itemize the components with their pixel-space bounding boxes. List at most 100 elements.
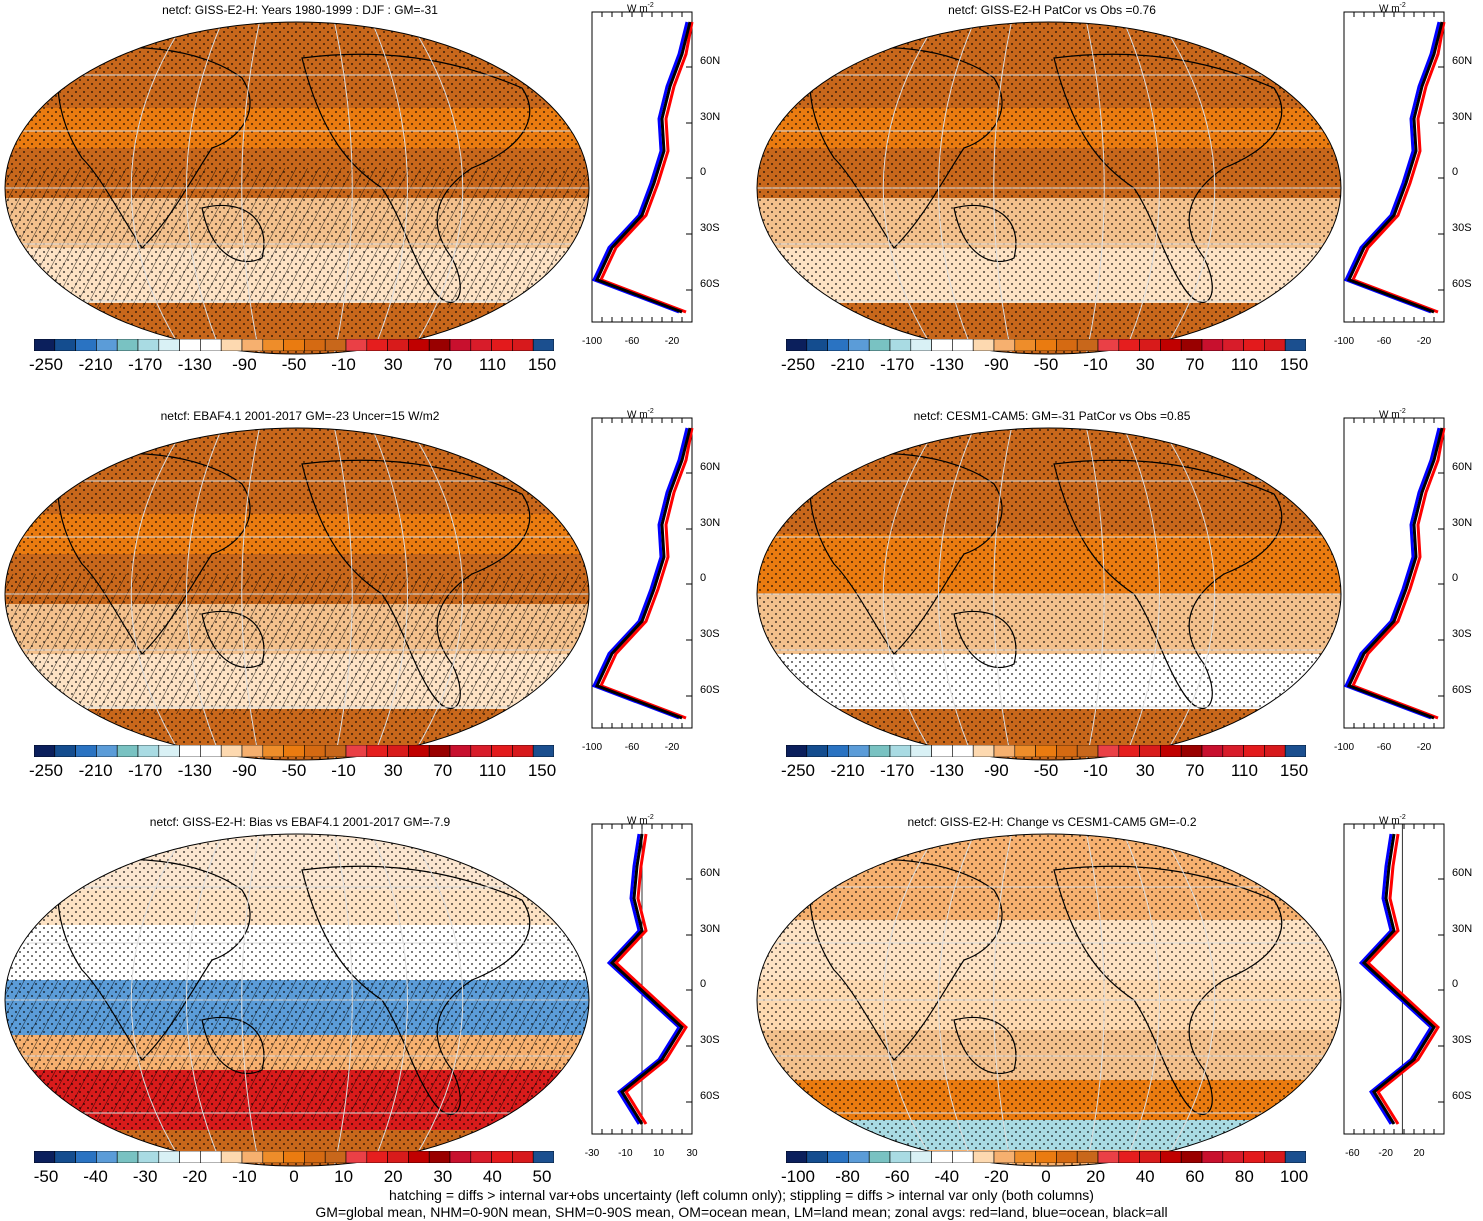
graticule-lon [882, 834, 937, 1166]
graticule-lon [409, 834, 464, 1166]
colorbar-swatch [848, 745, 870, 757]
colorbar-swatch [220, 1151, 243, 1163]
colorbar-swatch [512, 1151, 534, 1163]
zonal-line-all [594, 427, 692, 720]
map-border [4, 833, 590, 1167]
colorbar-swatch [408, 745, 430, 757]
graticule-lon [186, 428, 223, 760]
footnote-line1: hatching = diffs > internal var+obs unce… [389, 1187, 1094, 1203]
colorbar-label: 70 [1185, 355, 1205, 374]
colorbar-swatch [324, 339, 347, 351]
colorbar-swatch [116, 1151, 139, 1163]
zonal-x-label: 30 [686, 1148, 698, 1159]
colorbar-swatch [408, 1151, 430, 1163]
zonal-mean-plot [1343, 823, 1445, 1135]
colorbar-label: 110 [1230, 761, 1258, 780]
graticule-lon [1086, 22, 1105, 354]
colorbar-label: 110 [478, 761, 506, 780]
map-border [756, 21, 1342, 355]
zonal-x-label: -10 [618, 1148, 633, 1159]
colorbar-swatch [449, 1151, 472, 1163]
graticule-lon [1123, 834, 1160, 1166]
colorbar-swatch [137, 1151, 160, 1163]
colorbar-swatch [428, 1151, 451, 1163]
zonal-lat-label: 30N [700, 517, 721, 529]
colorbar [786, 745, 1306, 757]
colorbar-swatch [96, 339, 118, 351]
hatching-overlay [5, 980, 589, 1120]
colorbar-swatch [532, 339, 554, 351]
zonal-mean-plot [591, 417, 694, 729]
zonal-lat-label: 0 [1452, 978, 1459, 990]
colorbar-label: -90 [232, 355, 257, 374]
colorbar-swatch [1035, 339, 1057, 351]
footnote-line2: GM=global mean, NHM=0-90N mean, SHM=0-90… [315, 1204, 1168, 1220]
graticule-lon [1123, 428, 1160, 760]
graticule-lon [186, 834, 223, 1166]
zonal-x-label: -20 [664, 742, 680, 753]
zonal-line-land [613, 833, 688, 1125]
colorbar-swatch [868, 1151, 891, 1163]
colorbar-label: -40 [83, 1167, 108, 1186]
colorbar-swatch [931, 1151, 953, 1163]
colorbar-swatch [491, 339, 513, 351]
zonal-lat-label: 60S [1452, 684, 1472, 696]
colorbar-swatch [449, 745, 472, 757]
panel-p2: netcf: GISS-E2-H PatCor vs Obs =0.76 -250… [752, 0, 1483, 400]
colorbar-swatch [75, 1151, 97, 1163]
colorbar-swatch [1180, 339, 1203, 351]
colorbar-label: -90 [984, 761, 1009, 780]
graticule-lon [409, 428, 464, 760]
colorbar-swatch [1035, 1151, 1057, 1163]
colorbar-swatch [1264, 1151, 1286, 1163]
zonal-lat-label: 60N [700, 461, 721, 473]
units-label: W m-2 [1379, 2, 1406, 15]
zonal-line-ocean [1343, 21, 1441, 314]
colorbar-swatch [1264, 745, 1286, 757]
colorbar-label: -250 [780, 355, 816, 374]
zonal-lat-label: 60N [1452, 867, 1473, 879]
graticule-lon [371, 834, 408, 1166]
zonal-lat-label: 30N [1452, 923, 1473, 935]
zonal-lat-label: 30S [1452, 1034, 1472, 1046]
colorbar-swatch [1180, 745, 1203, 757]
map [756, 21, 1342, 355]
colorbar-label: 10 [334, 1167, 354, 1186]
colorbar-label: 40 [1135, 1167, 1155, 1186]
colorbar-label: -130 [929, 355, 964, 374]
colorbar-swatch [910, 1151, 932, 1163]
colorbar-swatch [1160, 1151, 1182, 1163]
colorbar-swatch [137, 339, 160, 351]
colorbar-swatch [470, 339, 492, 351]
graticule-lon [882, 22, 937, 354]
zonal-lat-label: 30N [700, 923, 721, 935]
colorbar-swatch [1160, 339, 1182, 351]
zonal-x-label: -20 [1416, 336, 1432, 347]
colorbar-swatch [1201, 339, 1224, 351]
colorbar-label: 150 [1279, 761, 1309, 780]
colorbar-swatch [889, 745, 912, 757]
colorbar-swatch [993, 745, 1016, 757]
colorbar-label: -10 [331, 761, 356, 780]
colorbar [786, 339, 1306, 351]
colorbar-swatch [428, 339, 451, 351]
colorbar-label: -50 [281, 355, 307, 374]
zonal-mean-plot [1343, 417, 1446, 729]
colorbar-swatch [532, 745, 554, 757]
colorbar-swatch [304, 339, 326, 351]
zonal-line-all [1346, 427, 1444, 720]
colorbar-label: 30 [383, 761, 403, 780]
colorbar-swatch [366, 745, 388, 757]
colorbar-swatch [449, 339, 472, 351]
graticule-lon [241, 428, 260, 760]
colorbar-swatch [827, 339, 849, 351]
panel-p3: netcf: EBAF4.1 2001-2017 GM=-23 Uncer=15… [0, 406, 731, 806]
colorbar-swatch [806, 339, 828, 351]
graticule-lon [186, 22, 223, 354]
colorbar-swatch [910, 745, 932, 757]
zonal-lat-label: 60S [700, 684, 720, 696]
colorbar-swatch [1243, 1151, 1265, 1163]
zonal-line-all [609, 833, 684, 1125]
zonal-x-label: -60 [1376, 742, 1392, 753]
zonal-x-label: -60 [624, 336, 640, 347]
